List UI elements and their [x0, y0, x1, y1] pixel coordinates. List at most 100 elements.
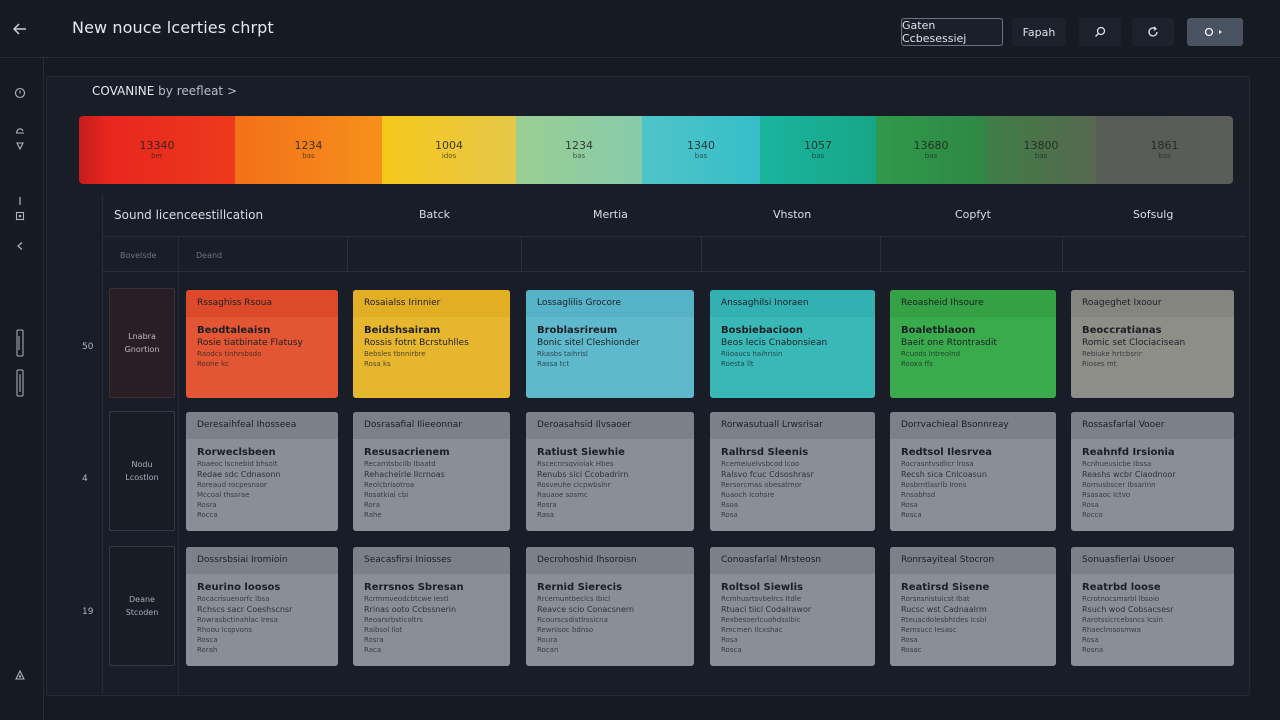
spectrum-unit: bas	[694, 152, 708, 160]
chevron-left-icon[interactable]	[11, 237, 29, 255]
row-label-line: Lnabra	[128, 332, 156, 341]
license-card[interactable]: Deroasahsid Ilvsaoer Ratiust Siewhie Rsc…	[526, 412, 694, 531]
card-text: Rassa tct	[537, 360, 570, 368]
license-card[interactable]: Dorrvachieal Bsonnreay Redtsol Ilesrvea …	[890, 412, 1056, 531]
sub-header-label: Deand	[196, 251, 223, 260]
toggle-panel-button[interactable]	[1187, 18, 1243, 46]
card-title: Boaletblaoon	[901, 325, 976, 336]
column-header[interactable]: Vhston	[773, 208, 812, 221]
row-label-line: Deane	[129, 595, 155, 604]
back-arrow-icon[interactable]	[8, 17, 32, 41]
license-card[interactable]: Conoasfarlal Mrsteosn Roltsol Siewlis Rc…	[710, 547, 875, 666]
card-text: Rehacheirle Ilcrnoas	[364, 470, 445, 479]
card-text: Rnsabhsd	[901, 491, 936, 499]
card-text: Rmcmen Ilcxshac	[721, 626, 783, 634]
license-card[interactable]: Sonuasfierlai Usooer Reatrbd loose Rcrot…	[1071, 547, 1234, 666]
license-card[interactable]: Rossasfarlal Vooer Reahnfd Irsionia Rcnh…	[1071, 412, 1234, 531]
card-text: Bebsles tbnnirbre	[364, 350, 426, 358]
card-text: Rocrasntvsdlicr lrosa	[901, 460, 974, 468]
card-text: Reolcbrisotroa	[364, 481, 415, 489]
bookmark-icon[interactable]	[11, 137, 29, 155]
card-header: Sonuasfierlai Usooer	[1071, 547, 1234, 574]
row-label-line: Gnortion	[124, 345, 160, 354]
row-label[interactable]: Nodu Lcostlon	[109, 411, 175, 531]
card-title: Roltsol Siewlis	[721, 582, 803, 593]
spectrum-segment[interactable]: 13680 bas	[876, 116, 986, 184]
spectrum-segment[interactable]: 1004 idos	[382, 116, 516, 184]
column-header[interactable]: Batck	[419, 208, 451, 221]
card-text: Reashs wcbr Ciaodnoor	[1082, 470, 1176, 479]
card-title: Resusacrienem	[364, 447, 450, 458]
card-text: Ruaoch Icohsre	[721, 491, 775, 499]
license-card[interactable]: Seacasfirsi Iniosses Rerrsnos Sbresan Rc…	[353, 547, 510, 666]
card-text: Renubs sici Ccobadrirn	[537, 470, 629, 479]
spectrum-segment[interactable]: 1234 bas	[235, 116, 382, 184]
license-card[interactable]: Lossaglilis Grocore Broblasrireum Bonic …	[526, 290, 694, 398]
card-text: Rocco	[1082, 511, 1103, 519]
spectrum-segment[interactable]: 1234 bas	[516, 116, 642, 184]
category-select-button[interactable]: Gaten Ccbesessiej	[901, 18, 1003, 46]
tag-icon[interactable]	[11, 207, 29, 225]
row-label[interactable]: Deane Stcoden	[109, 546, 175, 666]
license-card[interactable]: Reoasheid Ihsoure Boaletblaoon Baeit one…	[890, 290, 1056, 398]
cloud-icon[interactable]	[11, 121, 29, 139]
column-header[interactable]: Mertia	[593, 208, 628, 221]
settings-icon[interactable]	[11, 666, 29, 684]
card-title: Rorweclsbeen	[197, 447, 276, 458]
card-text: Roaeoc lscnebid bhsolt	[197, 460, 278, 468]
license-card[interactable]: Dosrasafial Ilieeonnar Resusacrienem Rec…	[353, 412, 510, 531]
license-card[interactable]: Deresaihfeal Ihosseea Rorweclsbeen Roaeo…	[186, 412, 338, 531]
card-text: Rioses mt	[1082, 360, 1117, 368]
card-text: Rosa ks	[364, 360, 391, 368]
info-icon[interactable]	[11, 192, 29, 210]
license-card[interactable]: Ronrsayiteal Stocron Reatirsd Sisene Ror…	[890, 547, 1056, 666]
spectrum-segment[interactable]: 1861 bas	[1096, 116, 1233, 184]
spectrum-segment[interactable]: 1340 bas	[642, 116, 760, 184]
card-title: Reatirsd Sisene	[901, 582, 990, 593]
license-card[interactable]: Anssaghilsi Inoraen Bosbiebacioon Beos l…	[710, 290, 875, 398]
row-label[interactable]: Lnabra Gnortion	[109, 288, 175, 398]
print-icon[interactable]	[11, 326, 29, 360]
license-card[interactable]: Roageghet Ixoour Beoccratianas Romic set…	[1071, 290, 1234, 398]
card-text: Recsh sica Cnlcoasun	[901, 470, 987, 479]
card-header: Rssaghiss Rsoua	[186, 290, 338, 317]
row-number: 50	[82, 342, 94, 352]
license-card[interactable]: Rosaialss Irinnier Beidshsairam Rossis f…	[353, 290, 510, 398]
card-text: Rosatkiai cbi	[364, 491, 409, 499]
card-text: Rrinas ooto Ccbssnerin	[364, 605, 457, 614]
spectrum-value: 1057	[804, 139, 832, 152]
column-header[interactable]: Sofsulg	[1133, 208, 1174, 221]
license-card[interactable]: Decrohoshid Ihsoroisn Rernid Sierecis Rr…	[526, 547, 694, 666]
license-card[interactable]: Rssaghiss Rsoua Beodtaleaisn Rosie tiatb…	[186, 290, 338, 398]
card-title: Beidshsairam	[364, 325, 441, 336]
card-text: Rosa	[1082, 636, 1099, 644]
spectrum-segment[interactable]: 13340 ber	[79, 116, 235, 184]
card-text: Rcrmrnveodcbtcwe Iestl	[364, 595, 449, 603]
card-header: Deresaihfeal Ihosseea	[186, 412, 338, 439]
spectrum-value: 13340	[139, 139, 175, 152]
column-header[interactable]: Copfyt	[955, 208, 991, 221]
row-label-line: Lcostlon	[125, 473, 159, 482]
left-rail	[0, 58, 44, 720]
panel-heading[interactable]: COVANINE by reefleat >	[92, 84, 237, 98]
row-label-line: Nodu	[131, 460, 153, 469]
spectrum-unit: bas	[811, 152, 825, 160]
card-text: Rchscs sacr Coeshscnsr	[197, 605, 293, 614]
home-icon[interactable]	[11, 84, 29, 102]
license-card[interactable]: Rorwasutuall Lrwsrisar Ralhrsd Sleenis R…	[710, 412, 875, 531]
card-text: Rosa	[721, 511, 738, 519]
card-text: Rosca	[197, 636, 218, 644]
spectrum-segment[interactable]: 13800 bas	[986, 116, 1096, 184]
card-text: Rauaoe sosmc	[537, 491, 588, 499]
spectrum-value: 1004	[435, 139, 463, 152]
spectrum-segment[interactable]: 1057 bas	[760, 116, 876, 184]
license-card[interactable]: Dossrsbsiai Iromioin Reurino loosos Roca…	[186, 547, 338, 666]
clipboard-icon[interactable]	[11, 366, 29, 400]
card-text: Rosa	[901, 636, 918, 644]
card-text: Rarotssicrcebsncs Icsin	[1082, 616, 1163, 624]
panel-heading-subtitle: by reefleat	[158, 84, 224, 98]
search-button[interactable]	[1079, 18, 1121, 46]
top-bar: New nouce lcerties chrpt Gaten Ccbesessi…	[0, 0, 1280, 58]
filter-button[interactable]: Fapah	[1012, 18, 1066, 46]
refresh-button[interactable]	[1132, 18, 1174, 46]
